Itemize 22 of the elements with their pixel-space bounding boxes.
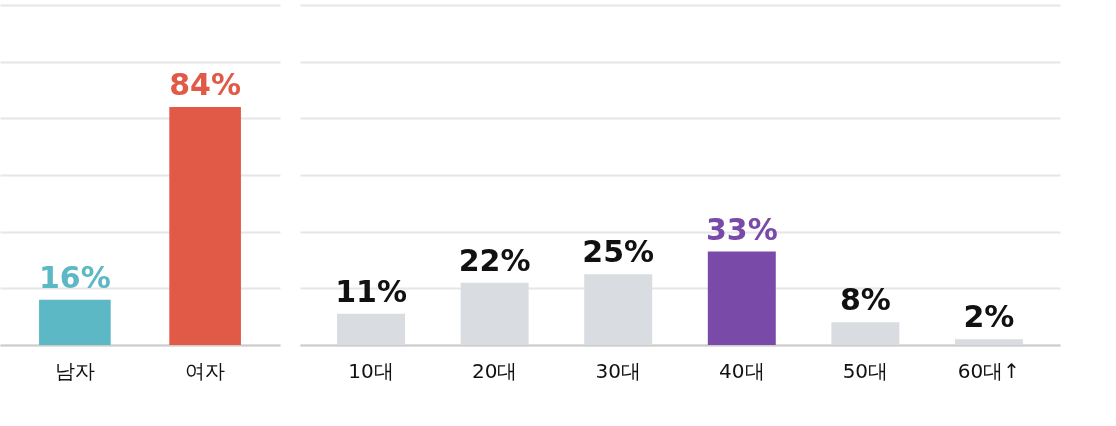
data-label: 16% xyxy=(38,259,111,295)
bar xyxy=(337,313,406,345)
bar xyxy=(460,282,529,345)
data-label: 84% xyxy=(169,67,242,102)
x-tick-label: 60대↑ xyxy=(957,358,1021,383)
data-label: 33% xyxy=(705,211,778,247)
data-label: 2% xyxy=(963,299,1015,335)
x-tick-label: 남자 xyxy=(54,358,95,383)
x-tick-label: 여자 xyxy=(185,358,226,383)
data-label: 22% xyxy=(458,242,531,278)
x-tick-label: 10대 xyxy=(348,358,394,383)
bar xyxy=(954,339,1023,345)
data-label: 11% xyxy=(335,273,407,309)
bar xyxy=(707,251,776,345)
data-label: 25% xyxy=(582,234,655,270)
x-tick-label: 30대 xyxy=(595,358,641,383)
x-tick-label: 40대 xyxy=(719,358,765,383)
x-tick-label: 20대 xyxy=(471,358,518,383)
data-label: 8% xyxy=(839,282,891,318)
bar xyxy=(831,322,900,345)
bar xyxy=(584,274,653,345)
x-tick-label: 50대 xyxy=(842,358,889,383)
